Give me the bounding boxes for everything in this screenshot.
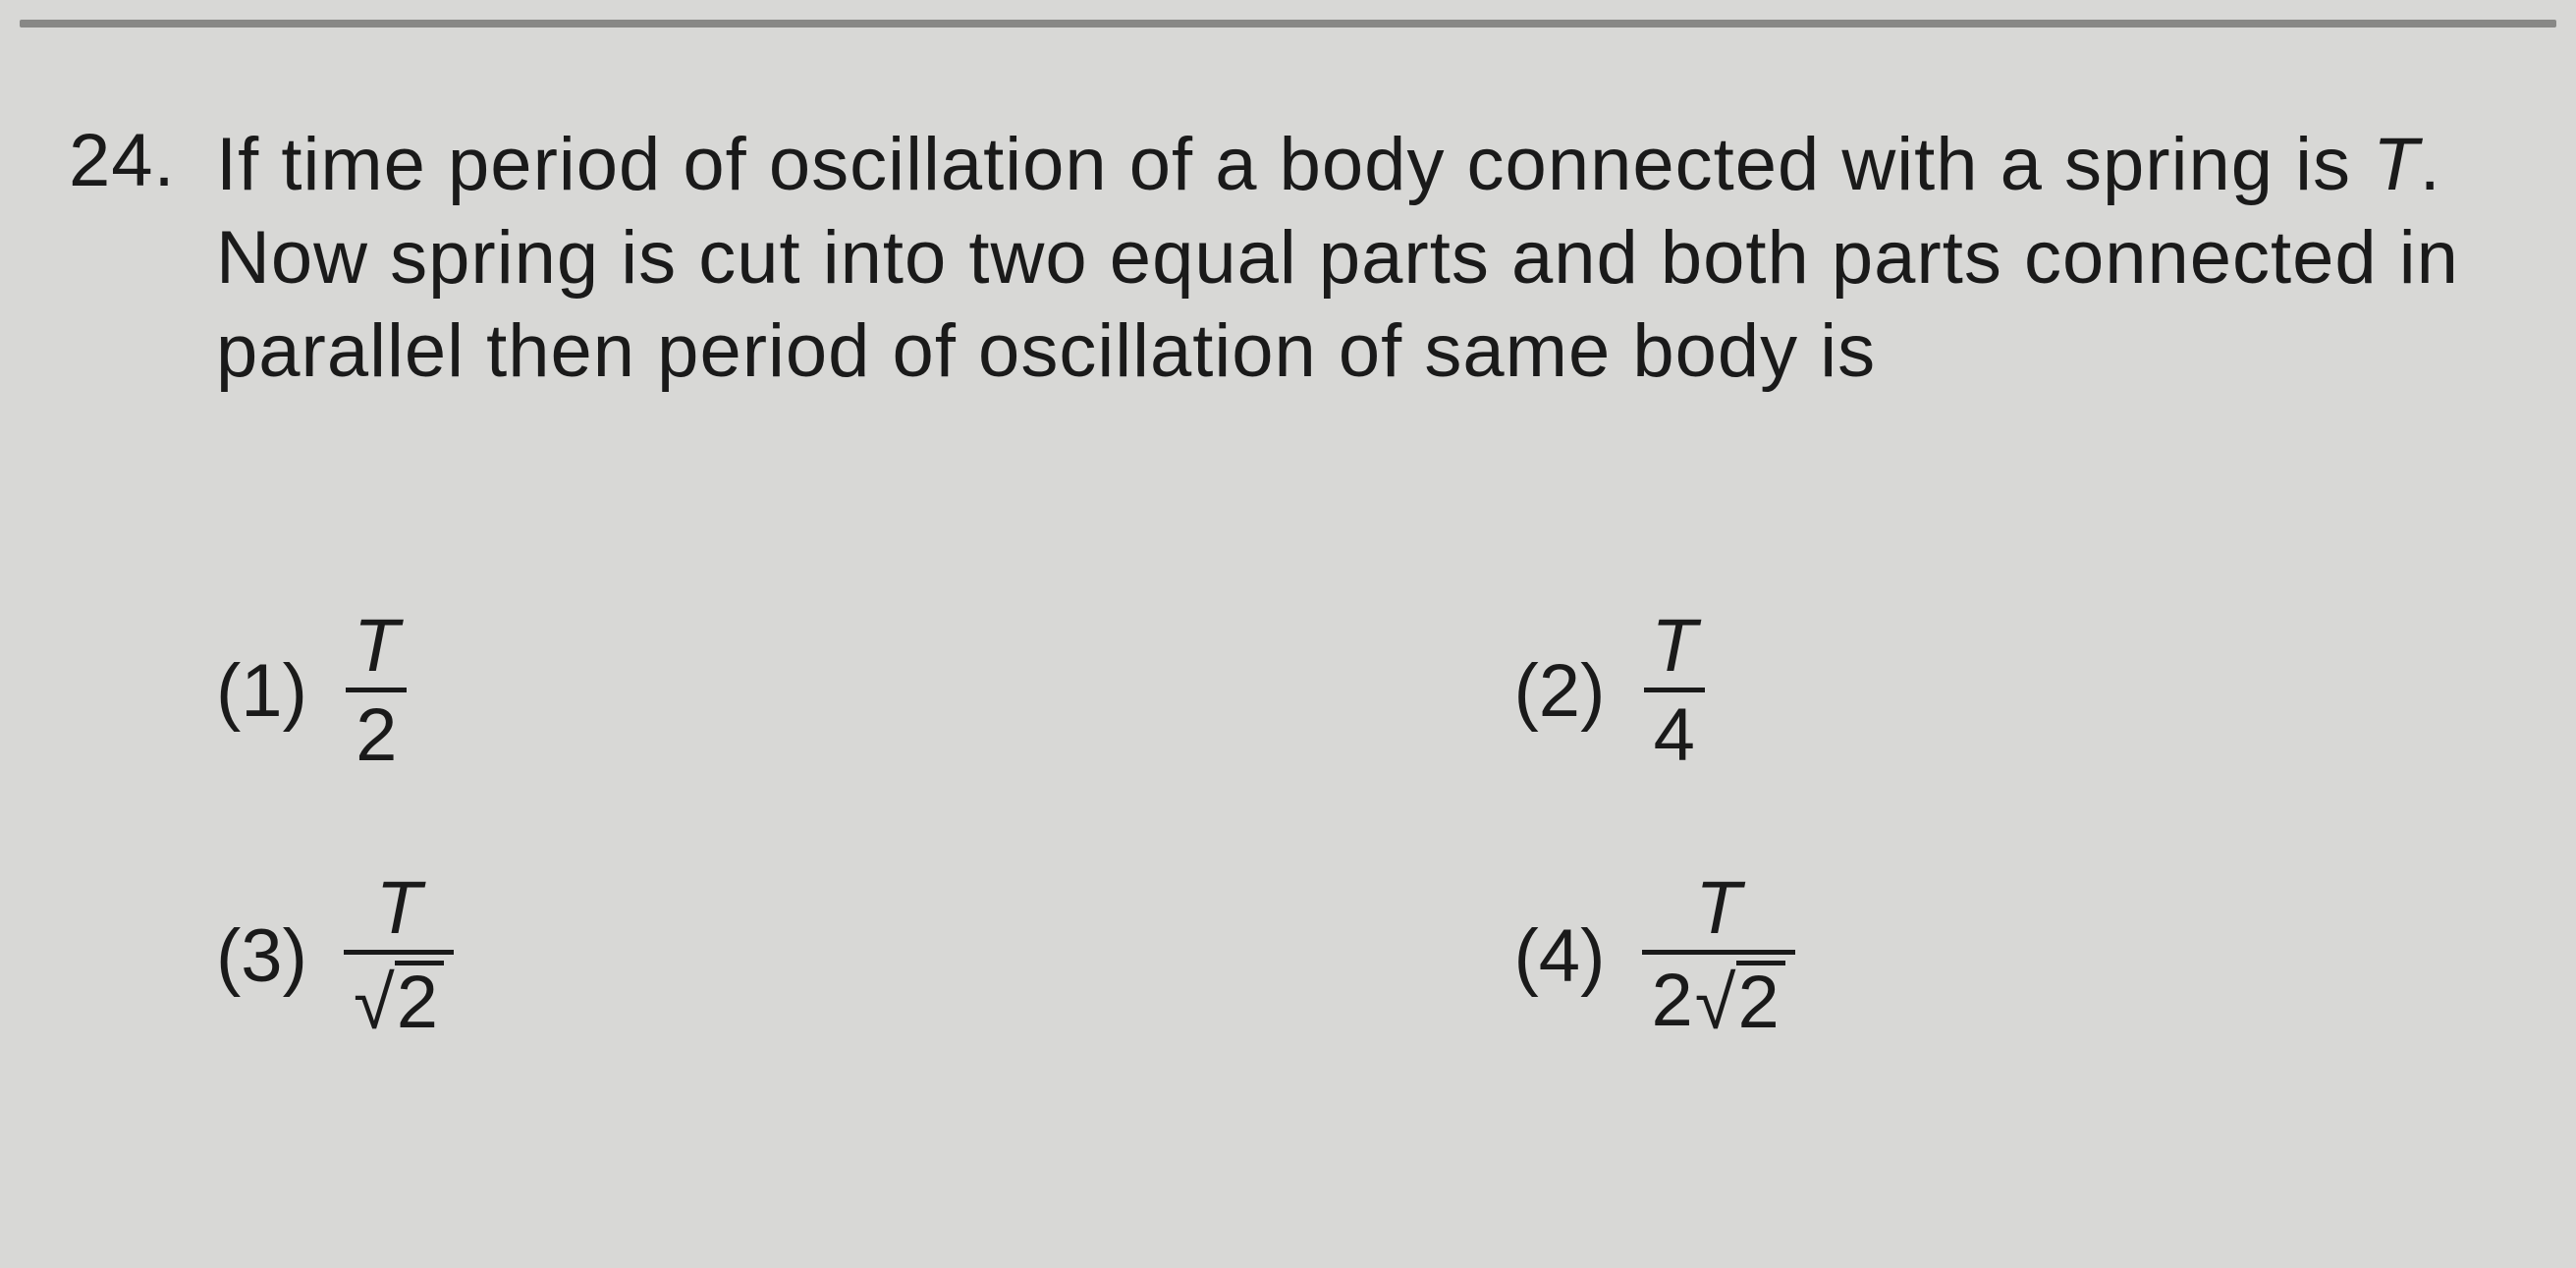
option-2-denominator: 4 bbox=[1644, 688, 1705, 773]
option-4-denominator: 2 √ 2 bbox=[1642, 950, 1795, 1040]
option-2-numerator: T bbox=[1642, 609, 1707, 688]
sqrt-radical-icon: √ bbox=[1695, 966, 1736, 1046]
option-3-radicand: 2 bbox=[395, 961, 444, 1040]
option-2-label: (2) bbox=[1514, 648, 1642, 734]
option-4-numerator: T bbox=[1685, 871, 1750, 950]
option-3-numerator: T bbox=[366, 871, 431, 950]
option-3-sqrt: √ 2 bbox=[354, 961, 444, 1040]
option-2-fraction: T 4 bbox=[1642, 609, 1707, 773]
option-3-label: (3) bbox=[216, 913, 344, 999]
option-4-sqrt: √ 2 bbox=[1695, 961, 1785, 1040]
question-text-part1: If time period of oscillation of a body … bbox=[216, 123, 2373, 206]
sqrt-radical-icon: √ bbox=[354, 966, 395, 1046]
page: 24. If time period of oscillation of a b… bbox=[0, 0, 2576, 1268]
option-1-den-plain: 2 bbox=[356, 698, 397, 773]
option-4-label: (4) bbox=[1514, 913, 1642, 999]
horizontal-rule bbox=[20, 20, 2556, 28]
option-3-fraction: T √ 2 bbox=[344, 871, 454, 1040]
option-1-numerator: T bbox=[344, 609, 409, 688]
option-4-fraction: T 2 √ 2 bbox=[1642, 871, 1795, 1040]
question-row: 24. If time period of oscillation of a b… bbox=[59, 118, 2517, 398]
option-3: (3) T √ 2 bbox=[216, 871, 1220, 1040]
question-text: If time period of oscillation of a body … bbox=[216, 118, 2517, 398]
option-1-denominator: 2 bbox=[346, 688, 407, 773]
question-number: 24. bbox=[59, 118, 216, 203]
options-grid: (1) T 2 (2) T 4 (3 bbox=[216, 609, 2517, 1040]
option-1-label: (1) bbox=[216, 648, 344, 734]
option-2: (2) T 4 bbox=[1514, 609, 2518, 773]
option-4-den-prefix: 2 bbox=[1652, 964, 1693, 1038]
option-4-radicand: 2 bbox=[1736, 961, 1785, 1040]
option-1: (1) T 2 bbox=[216, 609, 1220, 773]
option-4: (4) T 2 √ 2 bbox=[1514, 871, 2518, 1040]
question-block: 24. If time period of oscillation of a b… bbox=[59, 118, 2517, 398]
question-var-T: T bbox=[2373, 123, 2419, 206]
option-1-fraction: T 2 bbox=[344, 609, 409, 773]
option-3-denominator: √ 2 bbox=[344, 950, 454, 1040]
option-2-den-plain: 4 bbox=[1654, 698, 1695, 773]
